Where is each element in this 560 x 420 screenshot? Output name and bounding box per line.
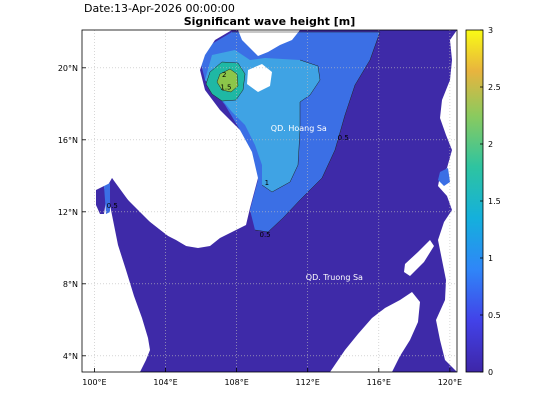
contour-line-1: [261, 59, 321, 193]
colorbar-tick-label: 0: [488, 368, 493, 377]
contour-label: 0.5: [338, 134, 349, 142]
mainland-land: [82, 30, 258, 372]
map-frame: [81, 29, 458, 373]
chart-title: Significant wave height [m]: [183, 15, 356, 28]
date-label: Date:13-Apr-2026 00:00:00: [84, 2, 235, 15]
place-label: QD. Truong Sa: [306, 273, 363, 282]
colorbar-tick-label: 3: [488, 26, 493, 35]
x-tick-label: 104°E: [153, 378, 177, 387]
contour-label: 1: [265, 179, 269, 187]
contour-label: 2: [222, 71, 226, 79]
philippines-islands: [436, 30, 457, 372]
x-axis-ticks: 100°E 104°E 108°E 112°E 116°E 120°E: [82, 368, 462, 387]
colorbar-tick-label: 2: [488, 140, 493, 149]
colorbar-tick-label: 2.5: [488, 83, 501, 92]
borneo-island: [330, 292, 420, 372]
contour-line-2: [216, 68, 239, 93]
colorbar: [466, 30, 483, 372]
palawan-island: [404, 240, 434, 276]
graticule: [82, 30, 457, 372]
contour-label: 0.5: [107, 202, 118, 210]
y-tick-label: 12°N: [58, 208, 78, 217]
colorbar-tick-label: 1: [488, 254, 493, 263]
x-tick-label: 100°E: [82, 378, 106, 387]
gulf-inlet: [96, 186, 106, 214]
map-area: QD. Hoang Sa QD. Truong Sa 1.5 2 0.5 0.5 1 0.5: [82, 30, 457, 372]
y-axis-ticks: 20°N 16°N 12°N 8°N 4°N: [58, 64, 86, 361]
contour-label: 1.5: [220, 83, 231, 91]
south-china-coast: [238, 30, 300, 56]
place-label: QD. Hoang Sa: [271, 124, 327, 133]
colorbar-ticks: 0 0.5 1 1.5 2 2.5 3: [480, 26, 501, 377]
hainan-island: [247, 64, 272, 92]
contour-labels: 1.5 2 0.5 0.5 1 0.5: [107, 71, 349, 239]
island-bay-wave: [438, 168, 450, 186]
colorbar-tick-label: 0.5: [488, 311, 501, 320]
gulf-of-thailand: [112, 178, 190, 262]
y-tick-label: 20°N: [58, 64, 78, 73]
x-tick-label: 120°E: [438, 378, 462, 387]
contour-line-05: [232, 31, 381, 233]
gulf-inlet-wave: [104, 183, 110, 214]
contour-line-15: [205, 61, 246, 102]
y-tick-label: 16°N: [58, 136, 78, 145]
y-tick-label: 8°N: [63, 280, 78, 289]
wave-region-2m-plus: [217, 69, 238, 92]
place-labels: QD. Hoang Sa QD. Truong Sa: [271, 124, 363, 282]
x-tick-label: 108°E: [224, 378, 248, 387]
colorbar-tick-label: 1.5: [488, 197, 501, 206]
y-tick-label: 4°N: [63, 352, 78, 361]
x-tick-label: 116°E: [367, 378, 391, 387]
contour-label: 0.5: [259, 231, 270, 239]
x-tick-label: 112°E: [296, 378, 320, 387]
